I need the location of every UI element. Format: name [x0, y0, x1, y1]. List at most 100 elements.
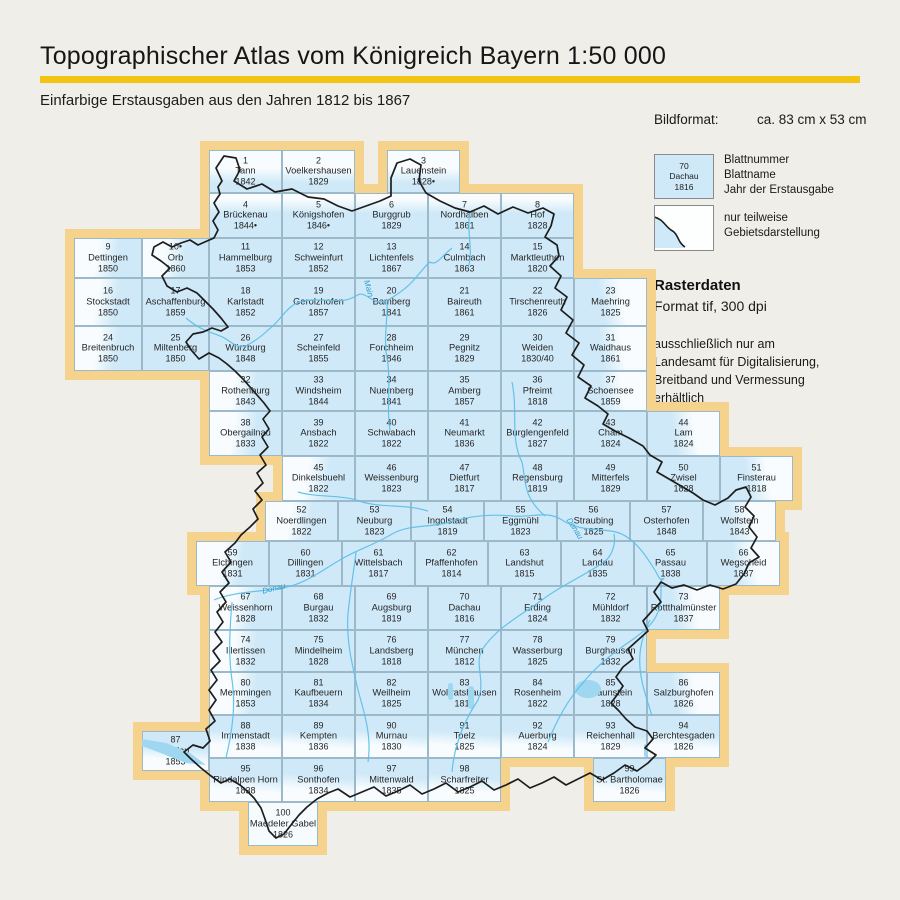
map-sheet-45[interactable]: 45 Dinkelsbuehl 1822 — [282, 456, 355, 501]
map-sheet-3[interactable]: 3 Lauenstein 1828• — [387, 150, 460, 193]
map-sheet-98[interactable]: 98 Scharfreiter 1825 — [428, 758, 501, 802]
map-sheet-65[interactable]: 65 Passau 1838 — [634, 541, 707, 586]
map-sheet-95[interactable]: 95 Rindalpen Horn 1838 — [209, 758, 282, 802]
map-sheet-75[interactable]: 75 Mindelheim 1828 — [282, 630, 355, 672]
map-sheet-10[interactable]: 10• Orb 1860 — [142, 238, 209, 278]
map-sheet-25[interactable]: 25 Miltenberg 1850 — [142, 326, 209, 371]
map-sheet-99[interactable]: 99 St. Bartholomae 1826 — [593, 758, 666, 802]
map-sheet-79[interactable]: 79 Burghausen 1832 — [574, 630, 647, 672]
map-sheet-47[interactable]: 47 Dietfurt 1817 — [428, 456, 501, 501]
map-sheet-64[interactable]: 64 Landau 1835 — [561, 541, 634, 586]
map-sheet-9[interactable]: 9 Dettingen 1850 — [74, 238, 142, 278]
map-sheet-51[interactable]: 51 Finsterau 1818 — [720, 456, 793, 501]
map-sheet-68[interactable]: 68 Burgau 1832 — [282, 586, 355, 630]
map-sheet-22[interactable]: 22 Tirschenreuth 1826 — [501, 278, 574, 326]
map-sheet-50[interactable]: 50 Zwisel 1828 — [647, 456, 720, 501]
map-sheet-43[interactable]: 43 Cham 1824 — [574, 411, 647, 456]
map-sheet-7[interactable]: 7 Nordhalben 1861 — [428, 193, 501, 238]
map-sheet-36[interactable]: 36 Pfreimt 1818 — [501, 371, 574, 411]
map-sheet-97[interactable]: 97 Mittenwald 1835 — [355, 758, 428, 802]
map-sheet-13[interactable]: 13 Lichtenfels 1867 — [355, 238, 428, 278]
map-sheet-89[interactable]: 89 Kempten 1836 — [282, 715, 355, 758]
map-sheet-31[interactable]: 31 Waidhaus 1861 — [574, 326, 647, 371]
map-sheet-83[interactable]: 83 Wolfratshausen 1812 — [428, 672, 501, 715]
map-sheet-61[interactable]: 61 Wittelsbach 1817 — [342, 541, 415, 586]
map-sheet-24[interactable]: 24 Breitenbruch 1850 — [74, 326, 142, 371]
map-sheet-34[interactable]: 34 Nuernberg 1841 — [355, 371, 428, 411]
map-sheet-26[interactable]: 26 Würzburg 1848 — [209, 326, 282, 371]
map-sheet-54[interactable]: 54 Ingolstadt 1819 — [411, 501, 484, 541]
map-sheet-94[interactable]: 94 Berchtesgaden 1826 — [647, 715, 720, 758]
map-sheet-32[interactable]: 32 Rothenburg 1843 — [209, 371, 282, 411]
map-sheet-15[interactable]: 15 Marktleuthen 1820 — [501, 238, 574, 278]
map-sheet-71[interactable]: 71 Erding 1824 — [501, 586, 574, 630]
map-sheet-78[interactable]: 78 Wasserburg 1825 — [501, 630, 574, 672]
map-sheet-69[interactable]: 69 Augsburg 1819 — [355, 586, 428, 630]
map-sheet-100[interactable]: 100 Maedeler Gabel 1826 — [248, 802, 318, 846]
map-sheet-90[interactable]: 90 Murnau 1830 — [355, 715, 428, 758]
map-sheet-30[interactable]: 30 Weiden 1830/40 — [501, 326, 574, 371]
map-sheet-27[interactable]: 27 Scheinfeld 1855 — [282, 326, 355, 371]
map-sheet-62[interactable]: 62 Pfaffenhofen 1814 — [415, 541, 488, 586]
map-sheet-41[interactable]: 41 Neumarkt 1836 — [428, 411, 501, 456]
map-sheet-82[interactable]: 82 Weilheim 1825 — [355, 672, 428, 715]
map-sheet-33[interactable]: 33 Windsheim 1844 — [282, 371, 355, 411]
map-sheet-87[interactable]: 87 Lindau 1853 — [142, 731, 209, 771]
map-sheet-73[interactable]: 73 Rottthalmünster 1837 — [647, 586, 720, 630]
map-sheet-46[interactable]: 46 Weissenburg 1823 — [355, 456, 428, 501]
map-sheet-56[interactable]: 56 Straubing 1825 — [557, 501, 630, 541]
map-sheet-35[interactable]: 35 Amberg 1857 — [428, 371, 501, 411]
map-sheet-72[interactable]: 72 Mühldorf 1832 — [574, 586, 647, 630]
map-sheet-39[interactable]: 39 Ansbach 1822 — [282, 411, 355, 456]
map-sheet-14[interactable]: 14 Culmbach 1863 — [428, 238, 501, 278]
map-sheet-74[interactable]: 74 Illertissen 1832 — [209, 630, 282, 672]
map-sheet-28[interactable]: 28 Forchheim 1846 — [355, 326, 428, 371]
map-sheet-29[interactable]: 29 Pegnitz 1829 — [428, 326, 501, 371]
map-sheet-19[interactable]: 19 Gerolzhofen 1857 — [282, 278, 355, 326]
map-sheet-57[interactable]: 57 Osterhofen 1848 — [630, 501, 703, 541]
map-sheet-84[interactable]: 84 Rosenheim 1822 — [501, 672, 574, 715]
map-sheet-16[interactable]: 16 Stockstadt 1850 — [74, 278, 142, 326]
map-sheet-18[interactable]: 18 Karlstadt 1852 — [209, 278, 282, 326]
map-sheet-6[interactable]: 6 Burggrub 1829 — [355, 193, 428, 238]
map-sheet-42[interactable]: 42 Burglengenfeld 1827 — [501, 411, 574, 456]
map-sheet-49[interactable]: 49 Mitterfels 1829 — [574, 456, 647, 501]
map-sheet-44[interactable]: 44 Lam 1824 — [647, 411, 720, 456]
map-sheet-92[interactable]: 92 Auerburg 1824 — [501, 715, 574, 758]
map-sheet-88[interactable]: 88 Immenstadt 1838 — [209, 715, 282, 758]
map-sheet-23[interactable]: 23 Maehring 1825 — [574, 278, 647, 326]
map-sheet-52[interactable]: 52 Noerdlingen 1822 — [265, 501, 338, 541]
map-sheet-40[interactable]: 40 Schwabach 1822 — [355, 411, 428, 456]
map-sheet-8[interactable]: 8 Hof 1828 — [501, 193, 574, 238]
map-sheet-60[interactable]: 60 Dillingen 1831 — [269, 541, 342, 586]
map-sheet-11[interactable]: 11 Hammelburg 1853 — [209, 238, 282, 278]
map-sheet-55[interactable]: 55 Eggmühl 1823 — [484, 501, 557, 541]
map-sheet-66[interactable]: 66 Wegscheid 1837 — [707, 541, 780, 586]
map-sheet-59[interactable]: 59 Elchingen 1831 — [196, 541, 269, 586]
map-sheet-4[interactable]: 4 Brückenau 1844• — [209, 193, 282, 238]
map-sheet-93[interactable]: 93 Reichenhall 1829 — [574, 715, 647, 758]
map-sheet-21[interactable]: 21 Baireuth 1861 — [428, 278, 501, 326]
map-sheet-1[interactable]: 1 Tann 1842 — [209, 150, 282, 193]
map-sheet-76[interactable]: 76 Landsberg 1818 — [355, 630, 428, 672]
map-sheet-70[interactable]: 70 Dachau 1816 — [428, 586, 501, 630]
map-sheet-81[interactable]: 81 Kaufbeuern 1834 — [282, 672, 355, 715]
map-sheet-17[interactable]: 17 Aschaffenburg 1859 — [142, 278, 209, 326]
map-sheet-91[interactable]: 91 Toelz 1825 — [428, 715, 501, 758]
map-sheet-5[interactable]: 5 Königshofen 1846• — [282, 193, 355, 238]
map-sheet-96[interactable]: 96 Sonthofen 1834 — [282, 758, 355, 802]
map-sheet-80[interactable]: 80 Memmingen 1853 — [209, 672, 282, 715]
map-sheet-58[interactable]: 58 Wolfstein 1843 — [703, 501, 776, 541]
map-sheet-48[interactable]: 48 Regensburg 1819 — [501, 456, 574, 501]
map-sheet-86[interactable]: 86 Salzburghofen 1826 — [647, 672, 720, 715]
map-sheet-67[interactable]: 67 Weissenhorn 1828 — [209, 586, 282, 630]
map-sheet-85[interactable]: 85 Traunstein 1828 — [574, 672, 647, 715]
map-sheet-53[interactable]: 53 Neuburg 1823 — [338, 501, 411, 541]
map-sheet-38[interactable]: 38 Obergailnau 1833 — [209, 411, 282, 456]
map-sheet-77[interactable]: 77 München 1812 — [428, 630, 501, 672]
map-sheet-20[interactable]: 20 Bamberg 1841 — [355, 278, 428, 326]
map-sheet-2[interactable]: 2 Voelkershausen 1829 — [282, 150, 355, 193]
map-sheet-37[interactable]: 37 Schoensee 1859 — [574, 371, 647, 411]
map-sheet-63[interactable]: 63 Landshut 1815 — [488, 541, 561, 586]
map-sheet-12[interactable]: 12 Schweinfurt 1852 — [282, 238, 355, 278]
